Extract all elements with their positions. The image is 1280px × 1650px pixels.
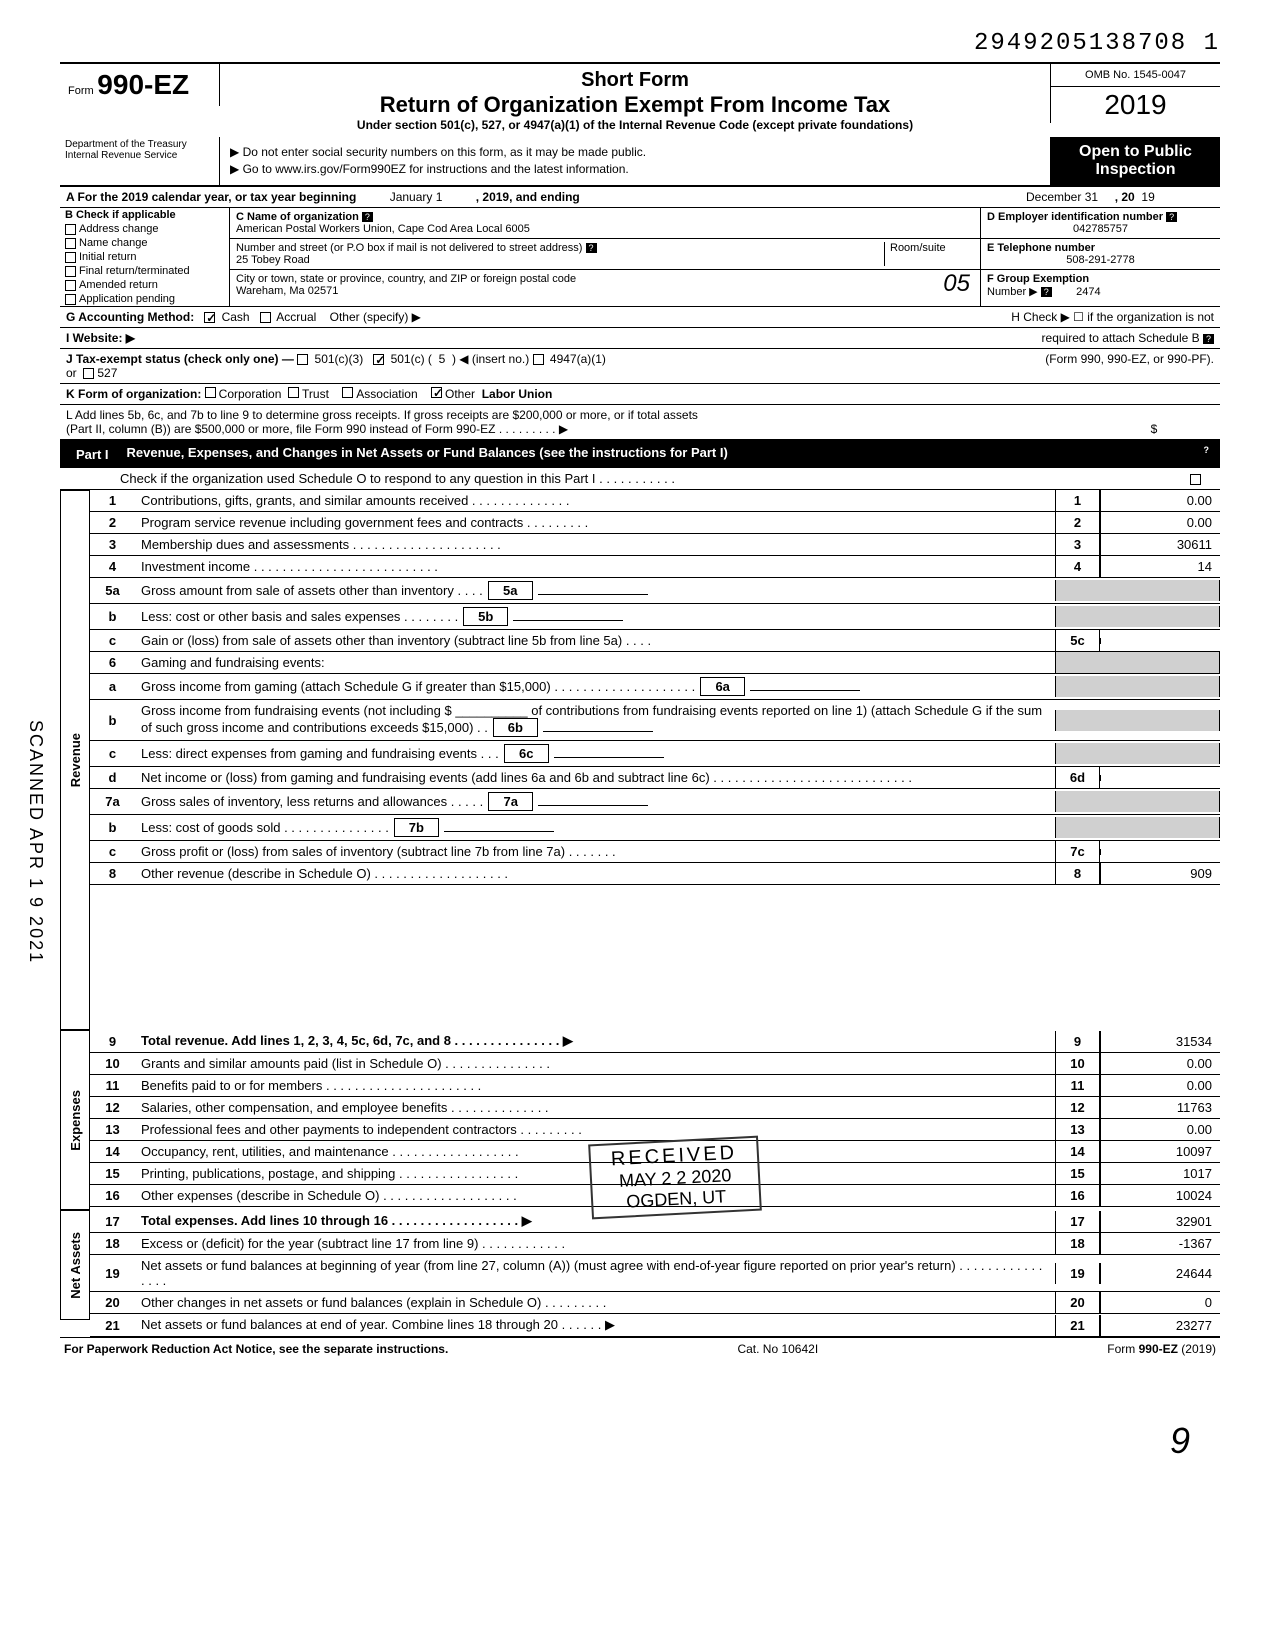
section-d-label: D Employer identification number: [987, 211, 1163, 223]
row-l: L Add lines 5b, 6c, and 7b to line 9 to …: [60, 405, 1220, 441]
check-501c[interactable]: [373, 354, 384, 365]
section-f-label: F Group Exemption: [987, 273, 1089, 285]
main-title: Return of Organization Exempt From Incom…: [230, 92, 1040, 118]
scanned-stamp: SCANNED APR 1 9 2021: [25, 720, 46, 964]
line-d: dNet income or (loss) from gaming and fu…: [90, 767, 1220, 789]
revenue-section: Revenue 1Contributions, gifts, grants, a…: [60, 490, 1220, 1030]
identity-section: B Check if applicable Address change Nam…: [60, 208, 1220, 307]
open-public-2: Inspection: [1057, 161, 1214, 179]
notice-ssn: ▶ Do not enter social security numbers o…: [230, 145, 1040, 159]
section-h-line1: H Check ▶ ☐ if the organization is not: [1011, 310, 1214, 324]
row-j: J Tax-exempt status (check only one) — 5…: [60, 349, 1220, 384]
check-initial-return[interactable]: [65, 252, 76, 263]
line-c: cLess: direct expenses from gaming and f…: [90, 741, 1220, 767]
check-corp[interactable]: [205, 387, 216, 398]
other-org-value: Labor Union: [482, 387, 553, 401]
check-name-change[interactable]: [65, 238, 76, 249]
check-other-org[interactable]: [431, 387, 442, 398]
line-5a: 5aGross amount from sale of assets other…: [90, 578, 1220, 604]
street-label: Number and street (or P.O box if mail is…: [236, 242, 582, 254]
row-i: I Website: ▶ required to attach Schedule…: [60, 328, 1220, 349]
line-3: 3Membership dues and assessments . . . .…: [90, 534, 1220, 556]
row-g-h: G Accounting Method: Cash Accrual Other …: [60, 307, 1220, 328]
document-id: 2949205138708 1: [60, 30, 1220, 57]
check-cash[interactable]: [204, 312, 215, 323]
check-assoc[interactable]: [342, 387, 353, 398]
check-amended[interactable]: [65, 280, 76, 291]
line-b: bLess: cost or other basis and sales exp…: [90, 604, 1220, 630]
line-12: 12Salaries, other compensation, and empl…: [90, 1097, 1220, 1119]
row-k: K Form of organization: Corporation Trus…: [60, 384, 1220, 405]
check-501c3[interactable]: [297, 354, 308, 365]
dept-treasury: Department of the Treasury: [65, 139, 214, 150]
part1-check-line: Check if the organization used Schedule …: [60, 468, 1220, 490]
line-6: 6Gaming and fundraising events:: [90, 652, 1220, 674]
tax-year: 2019: [1051, 87, 1220, 123]
line-10: 10Grants and similar amounts paid (list …: [90, 1053, 1220, 1075]
side-expenses: Expenses: [68, 1090, 83, 1151]
side-revenue: Revenue: [68, 733, 83, 787]
check-trust[interactable]: [288, 387, 299, 398]
footer-left: For Paperwork Reduction Act Notice, see …: [64, 1342, 448, 1356]
line-11: 11Benefits paid to or for members . . . …: [90, 1075, 1220, 1097]
notice-website: ▶ Go to www.irs.gov/Form990EZ for instru…: [230, 162, 1040, 176]
line-c: cGross profit or (loss) from sales of in…: [90, 841, 1220, 863]
line-4: 4Investment income . . . . . . . . . . .…: [90, 556, 1220, 578]
line-b: bLess: cost of goods sold . . . . . . . …: [90, 815, 1220, 841]
dept-irs: Internal Revenue Service: [65, 150, 214, 161]
line-b: bGross income from fundraising events (n…: [90, 700, 1220, 741]
form-number: 990-EZ: [97, 69, 189, 100]
subtitle: Under section 501(c), 527, or 4947(a)(1)…: [230, 118, 1040, 132]
line-9: 9Total revenue. Add lines 1, 2, 3, 4, 5c…: [90, 1030, 1220, 1053]
part1-header: Part I Revenue, Expenses, and Changes in…: [60, 441, 1220, 468]
stamp-05: 05: [943, 270, 970, 298]
section-b-label: B Check if applicable: [65, 209, 176, 221]
check-address-change[interactable]: [65, 224, 76, 235]
omb-number: OMB No. 1545-0047: [1051, 64, 1220, 87]
check-schedule-o[interactable]: [1190, 474, 1201, 485]
group-exemption: 2474: [1076, 286, 1100, 298]
section-a-tax-year: A For the 2019 calendar year, or tax yea…: [60, 187, 1220, 208]
check-application-pending[interactable]: [65, 294, 76, 305]
side-net-assets: Net Assets: [68, 1232, 83, 1299]
phone-value: 508-291-2778: [987, 254, 1214, 266]
form-prefix: Form: [68, 85, 94, 97]
line-21: 21Net assets or fund balances at end of …: [90, 1314, 1220, 1337]
check-4947[interactable]: [533, 354, 544, 365]
received-stamp: RECEIVED MAY 2 2 2020 OGDEN, UT: [588, 1136, 762, 1220]
page-footer: For Paperwork Reduction Act Notice, see …: [60, 1337, 1220, 1360]
line-c: cGain or (loss) from sale of assets othe…: [90, 630, 1220, 652]
section-c-label: C Name of organization: [236, 211, 359, 223]
footer-right: Form 990-EZ (2019): [1107, 1342, 1216, 1356]
line-19: 19Net assets or fund balances at beginni…: [90, 1255, 1220, 1292]
ein-value: 042785757: [987, 223, 1214, 235]
city-value: Wareham, Ma 02571: [236, 285, 338, 297]
dept-row: Department of the Treasury Internal Reve…: [60, 137, 1220, 187]
short-form-label: Short Form: [230, 69, 1040, 92]
city-label: City or town, state or province, country…: [236, 273, 576, 285]
line-8: 8Other revenue (describe in Schedule O) …: [90, 863, 1220, 885]
open-public-1: Open to Public: [1057, 143, 1214, 161]
line-20: 20Other changes in net assets or fund ba…: [90, 1292, 1220, 1314]
form-header: Form 990-EZ Short Form Return of Organiz…: [60, 62, 1220, 137]
line-13: 13Professional fees and other payments t…: [90, 1119, 1220, 1141]
footer-mid: Cat. No 10642I: [737, 1342, 818, 1356]
line-18: 18Excess or (deficit) for the year (subt…: [90, 1233, 1220, 1255]
line-7a: 7aGross sales of inventory, less returns…: [90, 789, 1220, 815]
line-2: 2Program service revenue including gover…: [90, 512, 1220, 534]
line-1: 1Contributions, gifts, grants, and simil…: [90, 490, 1220, 512]
org-name: American Postal Workers Union, Cape Cod …: [236, 223, 530, 235]
check-final-return[interactable]: [65, 266, 76, 277]
netassets-section: Net Assets 17Total expenses. Add lines 1…: [60, 1210, 1220, 1337]
check-527[interactable]: [83, 368, 94, 379]
section-e-label: E Telephone number: [987, 242, 1095, 254]
page-number: 9: [60, 1420, 1220, 1462]
line-a: aGross income from gaming (attach Schedu…: [90, 674, 1220, 700]
check-accrual[interactable]: [260, 312, 271, 323]
street-value: 25 Tobey Road: [236, 254, 310, 266]
